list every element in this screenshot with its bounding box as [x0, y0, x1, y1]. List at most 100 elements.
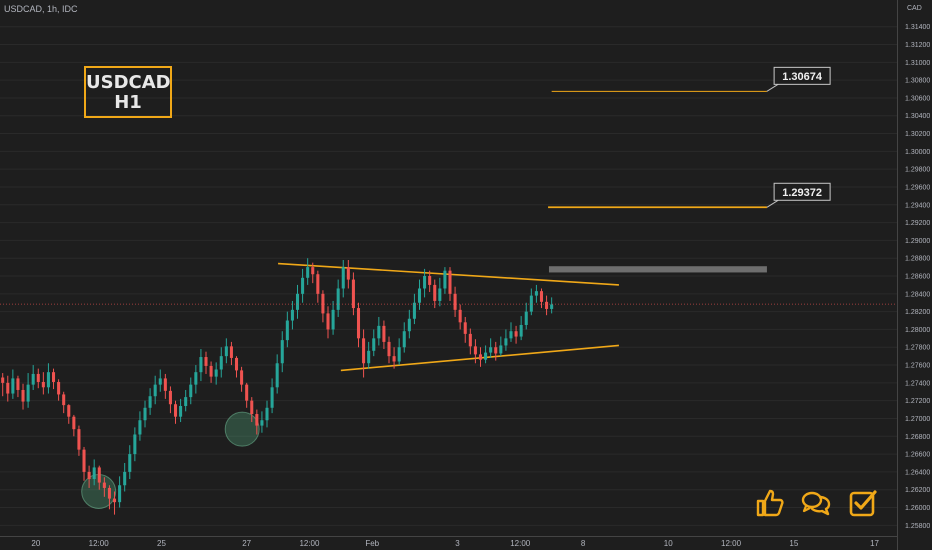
candle — [82, 446, 86, 481]
candle — [112, 491, 117, 515]
candle — [539, 288, 544, 309]
candle-body — [478, 354, 483, 360]
candle-body — [489, 347, 493, 353]
time-tick-label: 27 — [242, 539, 251, 548]
candle — [295, 284, 300, 319]
candle — [179, 398, 183, 423]
candle — [448, 267, 452, 301]
candle-body — [87, 471, 91, 480]
candle-body — [51, 372, 56, 382]
candle — [204, 351, 208, 374]
candle — [133, 427, 137, 462]
price-axis[interactable]: 1.31400 1.31200 1.31000 1.30800 1.30600 1.304… — [897, 0, 932, 550]
time-tick-label: 12:00 — [510, 539, 531, 548]
candle — [377, 316, 381, 346]
candle-body — [524, 311, 528, 325]
highlighted-lows — [81, 411, 260, 509]
candle — [16, 375, 20, 398]
candle-body — [550, 304, 554, 309]
candle — [428, 270, 432, 293]
candle — [484, 345, 488, 364]
candle-body — [377, 325, 381, 339]
candle — [301, 268, 305, 303]
candle — [158, 369, 162, 392]
candle — [402, 322, 406, 353]
comments-icon[interactable] — [800, 487, 832, 519]
candle — [31, 365, 35, 390]
price-tick-label: 1.26200 — [905, 487, 930, 494]
candle — [189, 377, 193, 405]
resistance-zone-rect — [548, 266, 767, 273]
candle — [173, 400, 178, 424]
candle — [153, 375, 157, 405]
candle-body — [255, 414, 259, 426]
price-tick-label: 1.29600 — [905, 184, 930, 191]
time-axis[interactable]: 20 12:00 25 27 12:00 Feb 3 12:00 8 10 12:00 15 17 — [0, 536, 897, 549]
candle — [138, 411, 142, 441]
candle-body — [280, 340, 284, 364]
candle — [67, 404, 71, 424]
candle — [372, 329, 376, 357]
candle-body — [97, 467, 101, 483]
candle-body — [270, 387, 274, 408]
time-tick-label: 12:00 — [299, 539, 320, 548]
candle-body — [484, 352, 488, 360]
candle — [509, 322, 513, 342]
thumbs-up-icon[interactable] — [754, 487, 786, 519]
candle-body — [133, 434, 137, 455]
candle-body — [179, 406, 183, 417]
candle — [331, 300, 335, 335]
candle-body — [112, 498, 117, 503]
title-timeframe: H1 — [114, 92, 142, 113]
candle — [519, 316, 523, 341]
candle — [234, 356, 239, 378]
candle-body — [331, 309, 335, 330]
candle-body — [453, 293, 457, 310]
time-tick-label: Feb — [365, 539, 379, 548]
candle — [285, 311, 289, 348]
candle-body — [341, 267, 345, 289]
candle — [458, 304, 462, 330]
time-tick-label: 12:00 — [89, 539, 110, 548]
candle — [392, 347, 396, 369]
candle — [62, 391, 66, 414]
candle — [468, 328, 472, 355]
candle-body — [275, 363, 279, 388]
candle — [280, 331, 284, 373]
chart-grid — [0, 26, 897, 526]
candle — [275, 354, 279, 394]
price-label-text: 1.30674 — [782, 71, 823, 83]
price-tick-label: 1.25800 — [905, 523, 930, 530]
candle — [382, 320, 386, 350]
candle — [107, 485, 111, 510]
symbol-header[interactable]: USDCAD, 1h, IDC — [4, 4, 78, 14]
candle — [306, 258, 310, 285]
candle — [529, 288, 533, 316]
candle — [438, 277, 442, 307]
checkbox-icon[interactable] — [848, 487, 880, 519]
candle-body — [301, 277, 305, 294]
price-axis-bg — [897, 0, 932, 550]
candle-body — [356, 308, 361, 339]
candle-body — [514, 331, 518, 337]
price-tick-label: 1.29200 — [905, 220, 930, 227]
candle-body — [77, 429, 81, 450]
candle-body — [285, 320, 289, 341]
candle — [494, 341, 498, 361]
price-tick-label: 1.28600 — [905, 274, 930, 281]
time-tick-label: 20 — [31, 539, 40, 548]
candle-body — [260, 420, 264, 426]
candle-body — [194, 372, 198, 385]
time-tick-label: 3 — [455, 539, 460, 548]
candle — [123, 462, 127, 492]
candle — [245, 382, 249, 408]
candle-body — [448, 270, 452, 294]
candle-body — [428, 276, 432, 285]
candle — [316, 270, 320, 303]
candle-body — [189, 384, 193, 398]
candle-body — [326, 313, 330, 330]
candle-body — [62, 394, 66, 406]
candle-body — [534, 291, 538, 296]
candle-body — [494, 347, 498, 354]
